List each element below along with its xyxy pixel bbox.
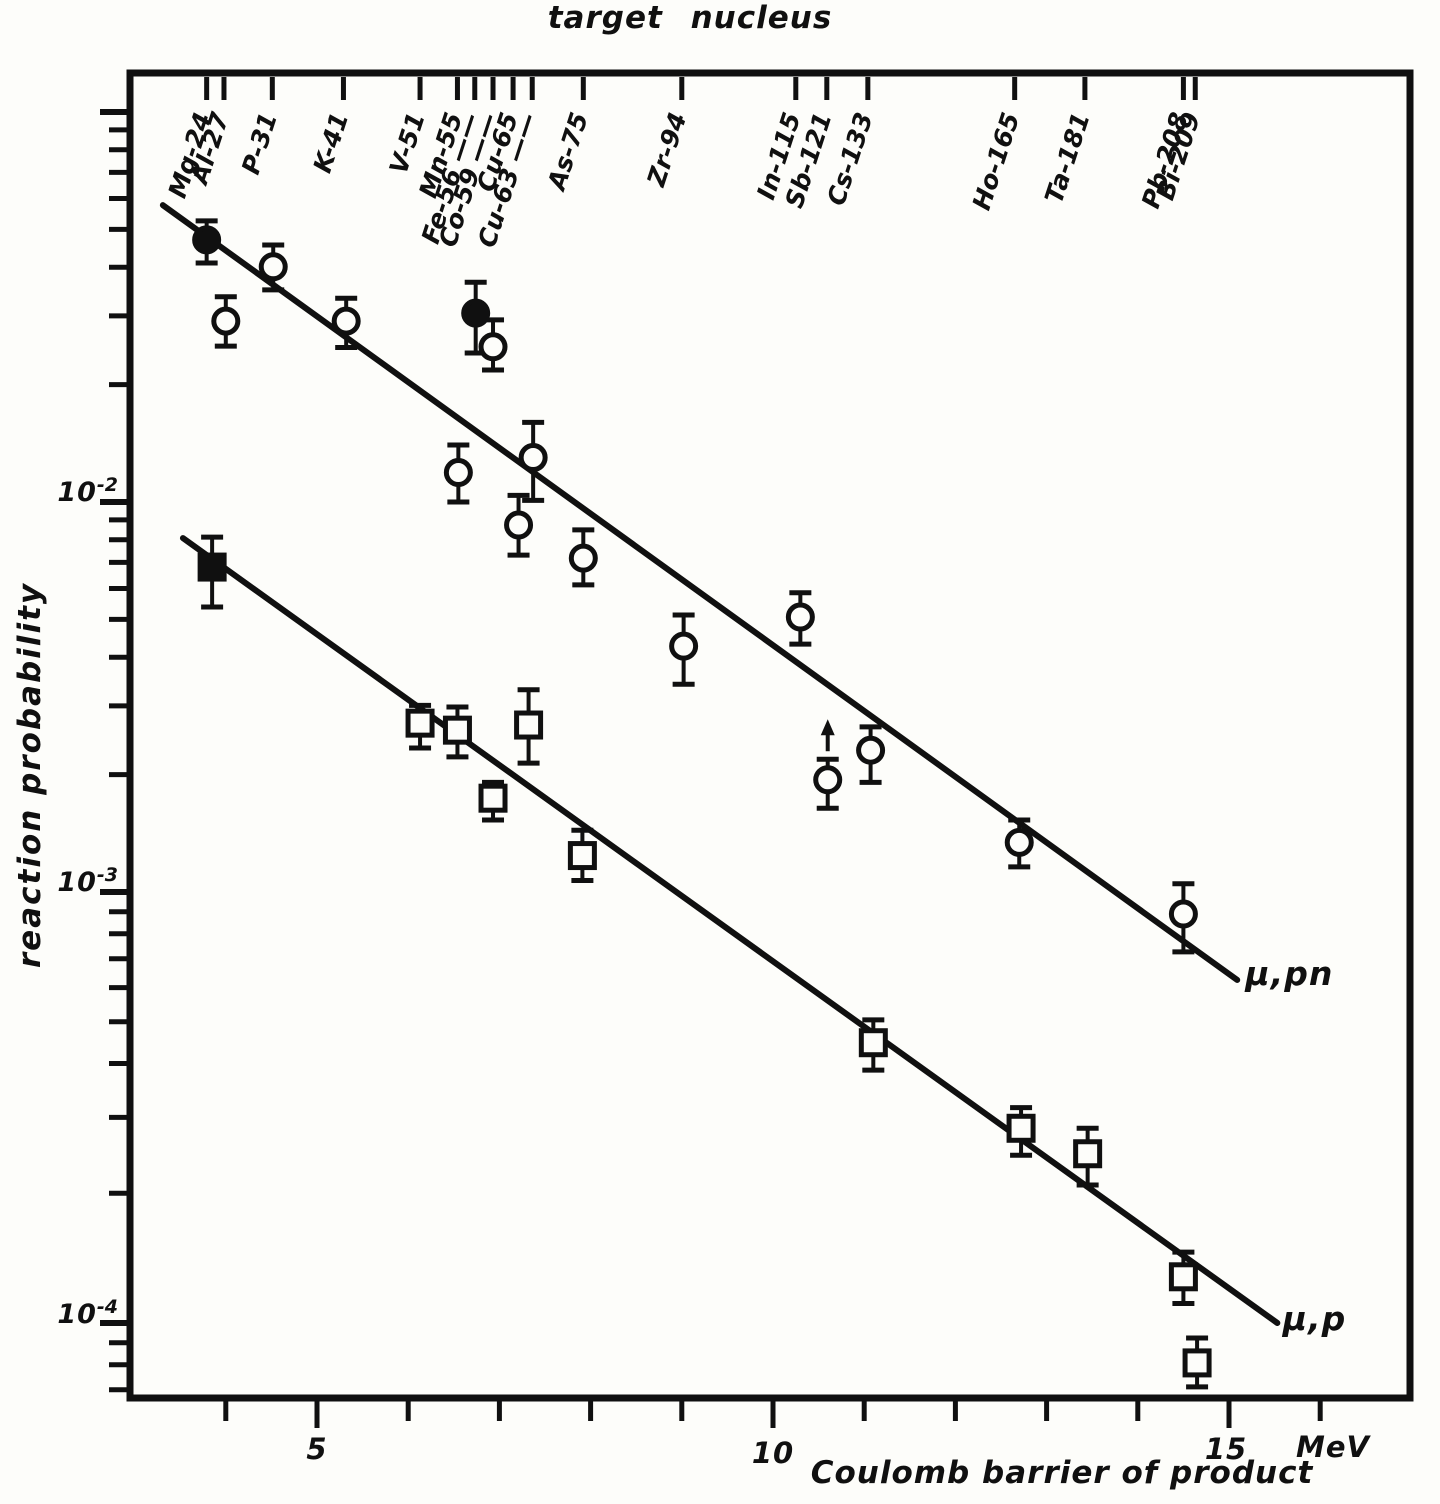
open-circle-marker [258, 252, 288, 282]
open-circle-marker [1004, 827, 1034, 857]
top-axis-title: target nucleus [547, 0, 833, 36]
point-mu_p-mg-24 [197, 534, 227, 610]
open-circle-marker [504, 510, 534, 540]
point-mu_p-ho-165 [1006, 1105, 1036, 1158]
fit-line-mu_p [179, 535, 1281, 1326]
x-tick-label-5: 5 [306, 1432, 328, 1466]
nucleus-label-zr-94: Zr-94 [641, 109, 692, 191]
x-axis-label: Coulomb barrier of product [810, 1455, 1314, 1491]
open-circle-marker [211, 306, 241, 336]
point-mu_pn-cu-65 [504, 492, 534, 558]
y-axis [100, 109, 130, 1393]
point-mu_p-ta-181 [1073, 1125, 1103, 1188]
open-square-marker [478, 783, 508, 813]
y-tick-exp: -4 [96, 1296, 118, 1318]
open-circle-marker [813, 765, 843, 795]
series-mu_p [197, 534, 1212, 1390]
point-mu_p-co-59 [478, 779, 508, 823]
open-circle-marker [331, 306, 361, 336]
open-circle-marker [478, 332, 508, 362]
filled-square-marker [197, 552, 227, 582]
open-circle-marker [669, 631, 699, 661]
y-tick-exp: -2 [96, 474, 118, 496]
fit-line-mu_pn [159, 202, 1241, 983]
x-tick-label-15: 15 [1204, 1432, 1248, 1466]
point-mu_pn-sb-121 [813, 719, 843, 811]
open-circle-marker [443, 458, 473, 488]
point-mu_pn-ho-165 [1004, 817, 1034, 870]
nucleus-label-p-31: P-31 [236, 109, 283, 178]
y-tick-base: 10 [57, 867, 97, 898]
point-mu_pn-mn-55 [443, 442, 473, 505]
open-circle-marker [856, 735, 886, 765]
point-mu_p-cs-133 [858, 1017, 888, 1073]
point-mu_pn-cu-63 [518, 419, 548, 503]
nucleus-label-ta-181: Ta-181 [1039, 109, 1095, 207]
filled-circle-marker [192, 225, 222, 255]
point-mu_p-as-75 [567, 827, 597, 884]
open-square-marker [1168, 1262, 1198, 1292]
point-mu_pn-co-59 [478, 317, 508, 373]
nucleus-label-k-41: K-41 [308, 109, 355, 176]
open-square-marker [405, 708, 435, 738]
open-square-marker [442, 715, 472, 745]
x-axis [223, 1398, 1323, 1428]
series-mu_pn [192, 218, 1198, 955]
plot-frame [126, 69, 1414, 1402]
series-label-mu_pn: µ,pn [1244, 954, 1333, 993]
y-tick-base: 10 [57, 1299, 97, 1330]
x-tick-label-10: 10 [751, 1436, 795, 1470]
point-mu_p-pb-208 [1168, 1249, 1198, 1306]
point-mu_pn-mg-24 [192, 218, 222, 266]
series-label-mu_p: µ,p [1282, 1299, 1346, 1338]
point-mu_p-cu-63 [514, 687, 544, 766]
open-square-marker [1073, 1139, 1103, 1169]
point-mu_pn-p-31 [258, 242, 288, 293]
open-circle-marker [1168, 899, 1198, 929]
nucleus-label-as-75: As-75 [541, 109, 594, 195]
y-tick-base: 10 [57, 477, 97, 508]
point-mu_pn-al-27 [211, 294, 241, 349]
point-mu_p-mn-55 [442, 704, 472, 760]
open-square-marker [1182, 1348, 1212, 1378]
y-tick-exp: -3 [96, 864, 118, 886]
point-mu_p-bi-209 [1182, 1335, 1212, 1390]
y-tick-label-1e-2: 10-2 [30, 474, 118, 508]
point-mu_pn-cs-133 [856, 724, 886, 785]
open-square-marker [567, 841, 597, 871]
point-mu_p-v-51 [405, 702, 435, 751]
open-circle-marker [568, 543, 598, 573]
nucleus-label-ho-165: Ho-165 [967, 109, 1026, 214]
y-tick-label-1e-3: 10-3 [30, 864, 118, 898]
filled-circle-marker [461, 298, 491, 328]
open-square-marker [514, 710, 544, 740]
lower-limit-arrow-head [820, 719, 835, 736]
y-axis-label: reaction probability [12, 581, 48, 969]
point-mu_pn-pb-208 [1168, 881, 1198, 955]
point-mu_pn-as-75 [568, 527, 598, 588]
point-mu_pn-in-115 [785, 590, 815, 647]
x-axis-unit: MeV [1296, 1430, 1370, 1464]
open-circle-marker [518, 443, 548, 473]
open-square-marker [1006, 1113, 1036, 1143]
point-mu_pn-zr-94 [669, 612, 699, 687]
open-square-marker [858, 1028, 888, 1058]
point-mu_pn-k-41 [331, 295, 361, 350]
y-tick-label-1e-4: 10-4 [30, 1296, 118, 1330]
open-circle-marker [785, 602, 815, 632]
